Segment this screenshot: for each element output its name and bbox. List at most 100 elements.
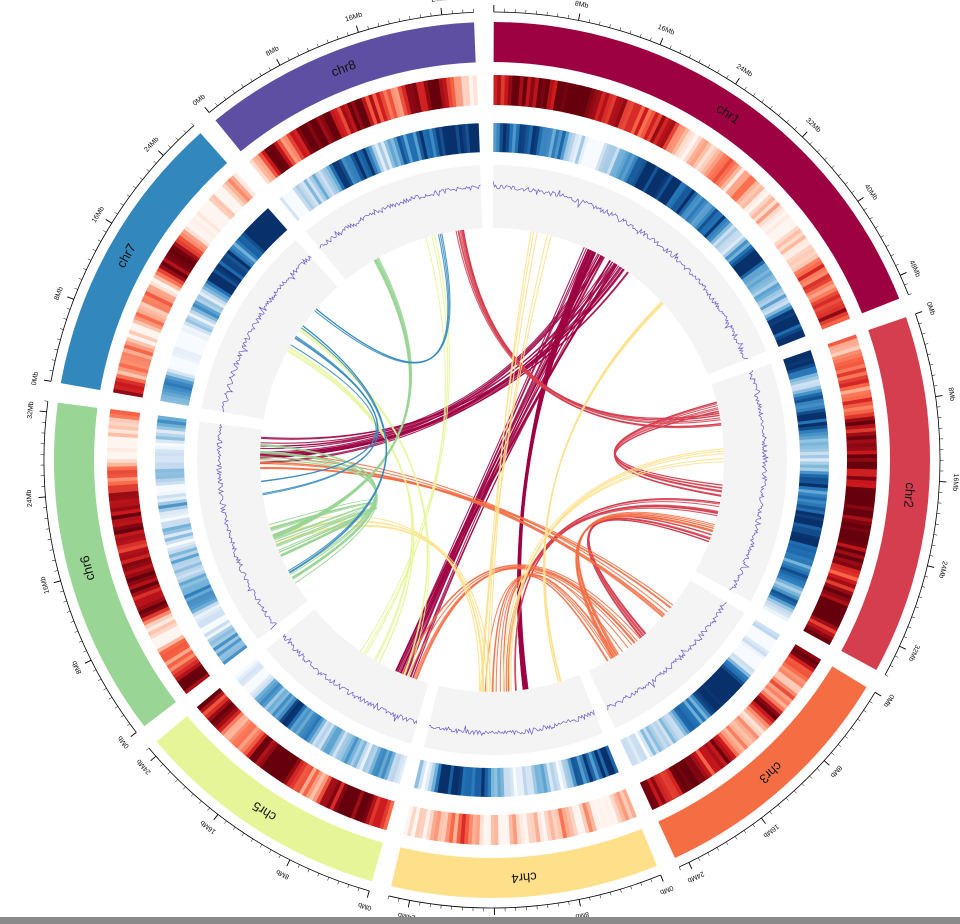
major-tick bbox=[857, 197, 864, 202]
link-chr1 bbox=[398, 239, 611, 693]
heatmap-outer-cell bbox=[720, 164, 743, 191]
heatmap-inner-cell bbox=[777, 332, 806, 347]
bottom-scrollbar[interactable] bbox=[0, 917, 960, 924]
minor-tick bbox=[753, 93, 756, 97]
heatmap-inner-cell bbox=[600, 144, 615, 174]
heatmap-inner-cell bbox=[712, 224, 736, 248]
link-chr3 bbox=[242, 467, 688, 617]
heatmap-inner-cell bbox=[790, 530, 820, 542]
heatmap-outer-cell bbox=[319, 114, 337, 143]
heatmap-outer-cell bbox=[122, 347, 153, 360]
heatmap-inner-cell bbox=[687, 695, 709, 721]
heatmap-outer-cell bbox=[841, 517, 872, 527]
link-chr1 bbox=[520, 235, 603, 708]
heatmap-outer-cell bbox=[346, 101, 362, 132]
heatmap-outer-cell bbox=[269, 749, 291, 777]
minor-tick bbox=[241, 832, 245, 837]
line-track-bg-chr3 bbox=[588, 580, 745, 729]
heatmap-inner-cell bbox=[174, 563, 204, 578]
heatmap-outer-cell bbox=[272, 751, 294, 779]
minor-tick bbox=[146, 747, 150, 751]
minor-tick bbox=[838, 173, 842, 177]
minor-tick bbox=[398, 898, 400, 902]
heatmap-outer-cell bbox=[325, 780, 343, 809]
minor-tick bbox=[907, 626, 912, 629]
tick-label-chr1: 8Mb bbox=[574, 0, 589, 10]
heatmap-outer-cell bbox=[389, 87, 402, 118]
tick-label-chr5: 8Mb bbox=[275, 868, 290, 880]
heatmap-inner-cell bbox=[179, 329, 208, 345]
tick-label-chr1: 48Mb bbox=[908, 259, 922, 278]
heatmap-outer-cell bbox=[295, 765, 314, 794]
link-chr4 bbox=[480, 217, 553, 710]
heatmap-inner-cell bbox=[718, 231, 743, 254]
chromosome-label-chr4: chr4 bbox=[511, 869, 537, 886]
heatmap-inner-cell bbox=[794, 398, 825, 408]
heatmap-outer-cell bbox=[368, 94, 382, 124]
heatmap-outer-cell bbox=[835, 545, 866, 557]
heatmap-inner-cell bbox=[493, 123, 498, 153]
heatmap-outer-cell bbox=[378, 90, 392, 121]
heatmap-inner-cell bbox=[162, 387, 192, 397]
heatmap-inner-cell bbox=[170, 552, 200, 565]
minor-tick bbox=[103, 230, 107, 233]
heatmap-inner-cell bbox=[577, 136, 590, 166]
heatmap-inner-cell bbox=[200, 613, 227, 632]
heatmap-inner-cell bbox=[718, 666, 743, 689]
tick-axis-chr8 bbox=[208, 11, 474, 113]
heatmap-outer-cell bbox=[375, 91, 389, 122]
heatmap-inner-cell bbox=[515, 766, 522, 797]
heatmap-outer-cell bbox=[107, 454, 138, 460]
heatmap-outer-cell bbox=[553, 808, 564, 840]
heatmap-outer-cell bbox=[845, 419, 876, 428]
heatmap-inner-cell bbox=[377, 141, 391, 171]
heatmap-inner-cell bbox=[374, 142, 388, 172]
heatmap-inner-cell bbox=[763, 602, 791, 620]
minor-tick bbox=[725, 841, 729, 846]
heatmap-inner-cell bbox=[311, 173, 331, 200]
heatmap-outer-cell bbox=[643, 111, 660, 141]
minor-tick bbox=[307, 868, 310, 873]
heatmap-inner-cell bbox=[639, 728, 657, 756]
heatmap-inner-cell bbox=[623, 155, 640, 183]
tick-label-chr5: 24Mb bbox=[136, 758, 153, 776]
heatmap-inner-cell bbox=[161, 519, 191, 530]
minor-tick bbox=[794, 126, 798, 130]
heatmap-inner-cell bbox=[748, 627, 775, 647]
heatmap-inner-cell bbox=[797, 418, 827, 426]
heatmap-outer-cell bbox=[846, 465, 877, 470]
heatmap-inner-cell bbox=[166, 540, 196, 552]
heatmap-outer-cell bbox=[367, 796, 382, 826]
heatmap-outer-cell bbox=[843, 404, 874, 414]
heatmap-outer-cell bbox=[781, 661, 809, 683]
heatmap-inner-cell bbox=[328, 729, 346, 757]
heatmap-outer-cell bbox=[121, 556, 152, 569]
line-track-line-chr5 bbox=[282, 633, 418, 725]
heatmap-inner-cell bbox=[682, 195, 704, 221]
tick-label-chr2: 8Mb bbox=[947, 387, 956, 402]
heatmap-outer-cell bbox=[263, 147, 286, 174]
heatmap-inner-cell bbox=[218, 260, 245, 281]
minor-tick bbox=[126, 194, 130, 197]
heatmap-outer-cell bbox=[815, 300, 845, 317]
heatmap-inner-cell bbox=[650, 170, 669, 198]
heatmap-inner-cell bbox=[171, 555, 201, 568]
heatmap-inner-cell bbox=[784, 554, 813, 568]
heatmap-inner-cell bbox=[186, 589, 214, 606]
heatmap-inner-cell bbox=[785, 359, 815, 372]
heatmap-outer-cell bbox=[270, 142, 291, 170]
heatmap-inner-cell bbox=[766, 596, 794, 614]
heatmap-inner-cell bbox=[677, 191, 699, 217]
heatmap-inner-cell bbox=[743, 265, 770, 286]
heatmap-outer-cell bbox=[748, 702, 773, 727]
heatmap-outer-cell bbox=[514, 75, 521, 106]
heatmap-inner-cell bbox=[716, 668, 741, 691]
heatmap-inner-track bbox=[155, 123, 829, 797]
heatmap-inner-cell bbox=[496, 123, 501, 153]
heatmap-inner-cell bbox=[794, 516, 824, 526]
heatmap-outer-cell bbox=[339, 785, 355, 816]
heatmap-outer-cell bbox=[219, 711, 245, 736]
heatmap-outer-cell bbox=[831, 348, 862, 362]
heatmap-outer-cell bbox=[444, 812, 453, 843]
